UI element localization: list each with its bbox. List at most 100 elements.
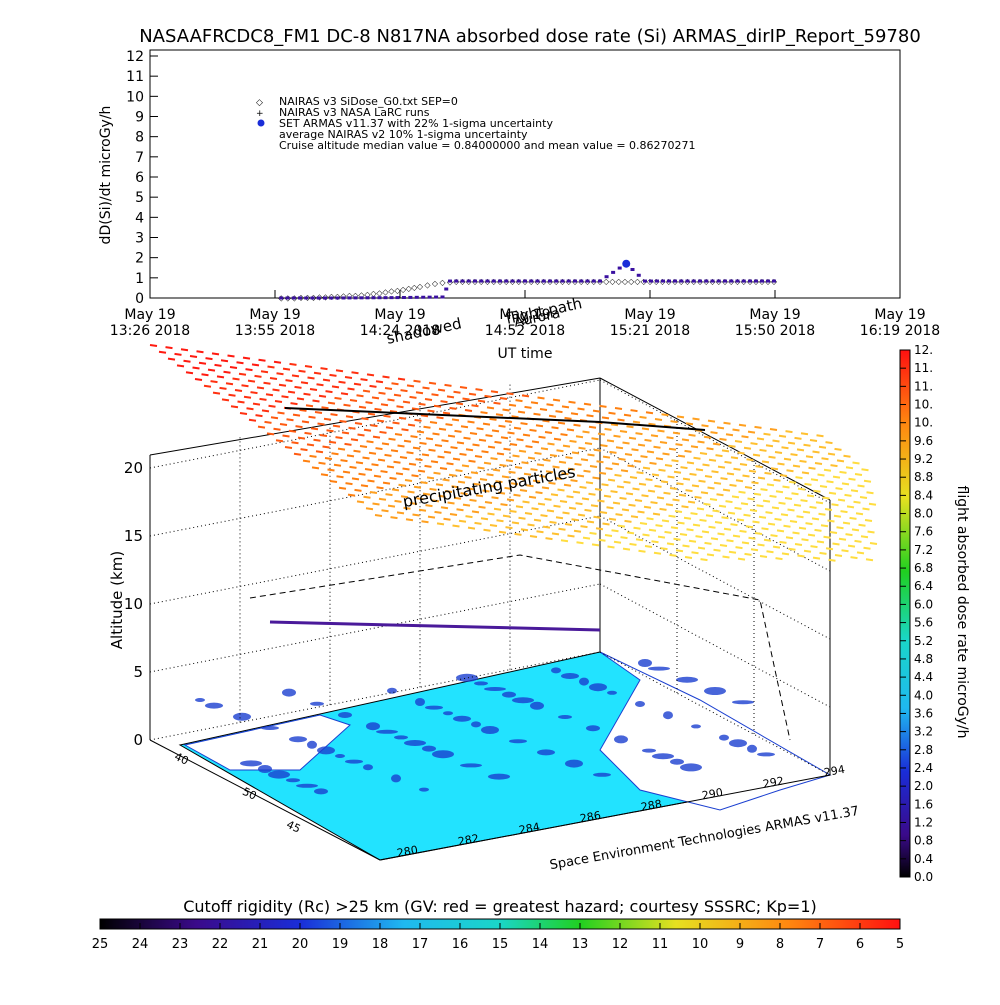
y-tick-label: 1 [135,271,144,287]
particle-mark [492,468,501,472]
particle-mark [389,476,397,480]
particle-mark [584,442,593,445]
particle-mark [854,473,863,476]
particle-mark [239,412,248,415]
particle-mark [779,474,788,477]
particle-mark [416,497,424,501]
particle-mark [544,497,552,501]
particle-mark [452,524,460,528]
particle-mark [436,522,445,526]
particle-mark [847,544,856,548]
particle-mark [840,510,848,514]
particle-mark [422,386,430,390]
particle-mark [502,408,510,412]
particle-mark [295,425,303,429]
series-point [341,296,346,300]
y-tick-label: 9 [135,110,144,126]
particle-mark [481,450,489,454]
particle-mark [735,546,743,550]
particle-mark [704,475,713,478]
chart-title: NASAAFRCDC8_FM1 DC-8 N817NA absorbed dos… [139,26,921,47]
series-point [377,296,382,300]
particle-mark [401,428,409,432]
particle-mark [365,401,373,405]
particle-mark [703,502,711,506]
particle-mark [758,515,767,519]
particle-mark [626,425,634,429]
particle-mark [230,405,239,409]
particle-mark [728,550,737,554]
particle-mark [465,515,473,519]
particle-mark [302,459,311,463]
particle-mark [366,373,375,377]
y-tick-label: 11 [126,69,144,85]
particle-mark [371,396,380,400]
particle-mark [415,391,424,395]
particle-mark [740,502,749,506]
particle-mark [805,522,813,526]
particle-mark [416,430,425,434]
lake-shape [422,745,436,752]
particle-mark [558,527,566,531]
series-point: ◇ [334,292,341,301]
particle-mark [765,511,773,515]
particle-mark [413,485,422,489]
particle-mark [855,512,864,516]
particle-mark [755,465,763,469]
series-point [649,279,653,283]
particle-mark [350,438,359,442]
particle-mark [687,500,696,504]
particle-mark [203,384,212,388]
particle-mark [312,399,320,403]
particle-mark [776,529,785,533]
particle-mark [425,504,433,508]
particle-mark [750,548,759,552]
particle-mark [358,405,367,409]
series-point: ◇ [603,277,610,286]
particle-mark [606,439,615,443]
lon-tick-label: 290 [701,786,724,802]
particle-mark [593,448,602,452]
particle-mark [809,505,817,509]
particle-mark [469,432,478,435]
particle-mark [651,473,660,477]
particle-mark [488,484,497,488]
series-point [491,279,496,283]
particle-mark [242,356,251,360]
lake-shape [732,700,754,705]
particle-mark [381,509,389,513]
lake-shape [704,687,726,695]
particle-mark [657,535,666,539]
lon-tick-label: 280 [396,843,419,859]
particle-mark [447,434,456,438]
particle-mark [516,438,524,442]
particle-mark [330,413,338,417]
particle-mark [577,407,585,411]
particle-mark [593,515,601,519]
series-point: ◇ [388,287,395,296]
particle-mark [810,545,818,549]
particle-mark [827,452,836,456]
particle-mark [345,415,354,419]
colorbar-tick-label: 9.6 [914,434,933,448]
particle-mark [549,454,558,457]
lake-shape [635,701,645,707]
particle-mark [344,442,352,446]
particle-mark [332,424,341,428]
particle-mark [384,387,393,390]
particle-mark [774,451,783,454]
lake-shape [474,681,488,686]
particle-mark [723,527,732,531]
particle-mark [520,422,528,426]
particle-mark [710,537,719,541]
particle-mark [451,418,460,422]
particle-mark [625,492,634,496]
particle-mark [686,461,695,465]
particle-mark [713,548,721,552]
particle-mark [757,476,766,480]
y-tick-label: 7 [135,150,144,166]
particle-mark [594,488,603,491]
particle-mark [652,512,661,516]
particle-mark [817,473,825,477]
particle-mark [471,510,480,514]
